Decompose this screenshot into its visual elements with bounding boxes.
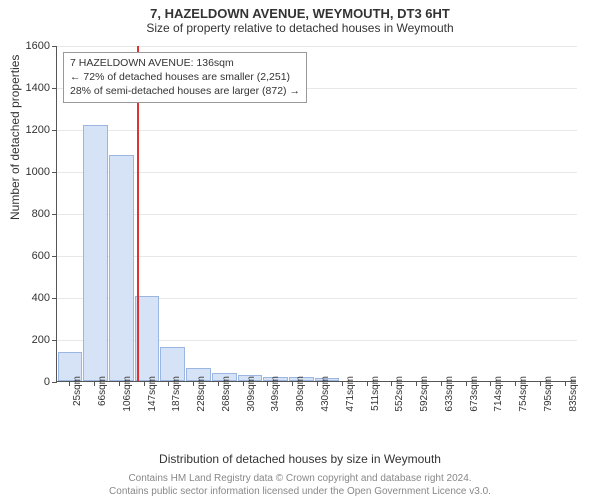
xtick-label: 795sqm [543,376,554,412]
xtick-label: 633sqm [444,376,455,412]
xtick-mark [342,381,343,386]
xtick-label: 66sqm [97,376,108,406]
xtick-label: 471sqm [345,376,356,412]
histogram-bar [109,155,134,381]
xtick-mark [490,381,491,386]
xtick-label: 390sqm [295,376,306,412]
xtick-label: 754sqm [518,376,529,412]
xtick-label: 187sqm [171,376,182,412]
footer-line-2: Contains public sector information licen… [0,485,600,498]
plot-area: 7 HAZELDOWN AVENUE: 136sqm ← 72% of deta… [56,46,576,382]
xtick-mark [367,381,368,386]
xtick-label: 25sqm [72,376,83,406]
xtick-mark [243,381,244,386]
xtick-label: 511sqm [370,376,381,411]
ytick-label: 1600 [10,40,50,52]
xtick-label: 228sqm [196,376,207,412]
xtick-label: 106sqm [122,376,133,412]
xtick-mark [391,381,392,386]
xtick-label: 552sqm [394,376,405,412]
info-line-3: 28% of semi-detached houses are larger (… [70,84,300,98]
page-subtitle: Size of property relative to detached ho… [0,21,600,39]
xtick-label: 835sqm [568,376,579,412]
chart-container: 7, HAZELDOWN AVENUE, WEYMOUTH, DT3 6HT S… [0,0,600,500]
chart-area: 7 HAZELDOWN AVENUE: 136sqm ← 72% of deta… [56,46,576,412]
xtick-mark [317,381,318,386]
ytick-label: 0 [10,376,50,388]
y-axis-label: Number of detached properties [8,55,22,220]
info-box: 7 HAZELDOWN AVENUE: 136sqm ← 72% of deta… [63,52,307,103]
ytick-label: 200 [10,334,50,346]
xtick-label: 309sqm [246,376,257,412]
xtick-mark [267,381,268,386]
ytick-label: 600 [10,250,50,262]
xtick-mark [94,381,95,386]
ytick-label: 400 [10,292,50,304]
xtick-label: 714sqm [493,376,504,412]
xtick-mark [515,381,516,386]
ytick-label: 800 [10,208,50,220]
ytick-label: 1400 [10,82,50,94]
xtick-label: 147sqm [147,376,158,412]
xtick-mark [466,381,467,386]
page-title: 7, HAZELDOWN AVENUE, WEYMOUTH, DT3 6HT [0,0,600,21]
xtick-mark [416,381,417,386]
xtick-mark [193,381,194,386]
histogram-bar [83,125,108,381]
xtick-mark [292,381,293,386]
footer-line-1: Contains HM Land Registry data © Crown c… [0,472,600,485]
xtick-label: 430sqm [320,376,331,412]
info-line-1: 7 HAZELDOWN AVENUE: 136sqm [70,56,300,70]
xtick-mark [441,381,442,386]
xtick-label: 268sqm [221,376,232,412]
footer-text: Contains HM Land Registry data © Crown c… [0,472,600,498]
xtick-mark [540,381,541,386]
ytick-label: 1200 [10,124,50,136]
ytick-label: 1000 [10,166,50,178]
xtick-label: 592sqm [419,376,430,412]
x-axis-label: Distribution of detached houses by size … [0,452,600,466]
xtick-mark [144,381,145,386]
xtick-mark [168,381,169,386]
ytick-mark [52,382,57,383]
xtick-label: 349sqm [270,376,281,412]
xtick-mark [218,381,219,386]
info-line-2: ← 72% of detached houses are smaller (2,… [70,70,300,84]
xtick-mark [119,381,120,386]
xtick-mark [69,381,70,386]
xtick-label: 673sqm [469,376,480,412]
xtick-mark [565,381,566,386]
